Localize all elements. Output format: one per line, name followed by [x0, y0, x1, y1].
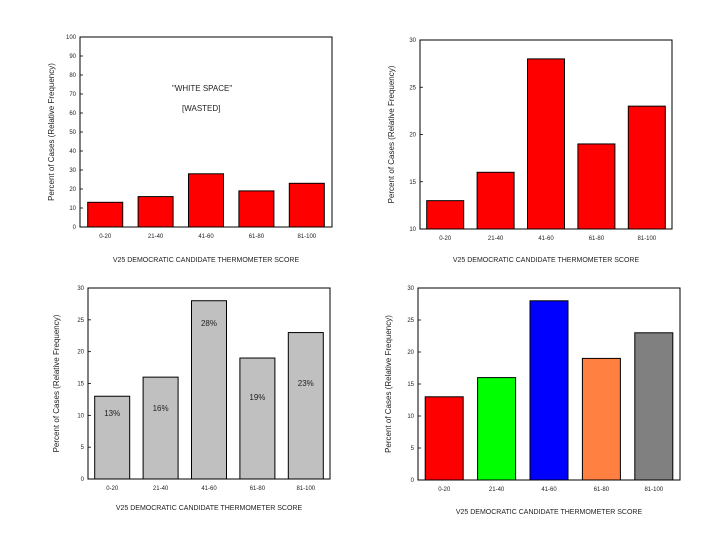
bar-21-40 — [137, 196, 174, 228]
y-tick-label: 100 — [66, 35, 77, 41]
x-tick-label: 0-20 — [439, 236, 452, 242]
y-tick-label: 25 — [407, 318, 414, 324]
bar-0-20 — [94, 395, 131, 480]
y-tick-label: 20 — [409, 133, 416, 139]
bar-21-40 — [477, 377, 517, 481]
bar-81-100 — [287, 332, 324, 480]
y-tick-label: 10 — [69, 206, 76, 212]
x-tick-label: 41-60 — [201, 486, 217, 492]
bar-81-100 — [627, 105, 666, 230]
bar-81-100 — [288, 182, 325, 228]
data-label: 28% — [201, 319, 217, 328]
y-tick-label: 30 — [77, 286, 84, 292]
bar-0-20 — [426, 200, 465, 230]
y-tick-label: 80 — [69, 73, 76, 79]
y-tick-label: 15 — [409, 180, 416, 186]
chart-panel-1: 0 10 20 30 40 50 60 70 80 90 100 0-20 21-40 41-60 61-8… — [47, 35, 333, 264]
data-label: 23% — [298, 379, 314, 388]
y-tick-label: 70 — [69, 92, 76, 98]
y-axis-label: Percent of Cases (Relative Frequency) — [387, 65, 396, 203]
data-label: 19% — [249, 393, 265, 402]
bar-21-40 — [476, 171, 515, 230]
annotation-wasted: [WASTED] — [182, 104, 220, 113]
y-tick-label: 5 — [81, 445, 85, 451]
x-axis-label: V25 DEMOCRATIC CANDIDATE THERMOMETER SCO… — [113, 257, 300, 264]
x-tick-label: 21-40 — [153, 486, 169, 492]
y-tick-label: 50 — [69, 130, 76, 136]
x-tick-label: 41-60 — [538, 236, 554, 242]
bar-61-80 — [577, 143, 616, 230]
x-tick-label: 0-20 — [438, 487, 451, 493]
bar-61-80 — [239, 357, 276, 480]
chart-panel-3: 0 5 10 15 20 25 30 0-20 13% 21-40 16% 41-60 28% 61-80… — [52, 286, 331, 512]
x-tick-label: 0-20 — [99, 234, 112, 240]
y-tick-label: 10 — [409, 227, 416, 233]
y-tick-label: 40 — [69, 149, 76, 155]
x-tick-label: 21-40 — [148, 234, 164, 240]
y-tick-label: 20 — [77, 350, 84, 356]
bar-0-20 — [424, 396, 464, 481]
x-axis-label: V25 DEMOCRATIC CANDIDATE THERMOMETER SCO… — [453, 257, 640, 264]
y-tick-label: 0 — [73, 225, 77, 231]
bar-81-100 — [634, 332, 674, 481]
x-tick-label: 61-80 — [250, 486, 266, 492]
y-axis-label: Percent of Cases (Relative Frequency) — [384, 315, 393, 453]
y-tick-label: 30 — [407, 286, 414, 292]
y-tick-label: 60 — [69, 111, 76, 117]
bar-21-40 — [142, 376, 179, 480]
bar-41-60 — [188, 173, 224, 228]
bar-41-60 — [191, 300, 227, 480]
x-tick-label: 81-100 — [297, 234, 316, 240]
x-tick-label: 21-40 — [488, 236, 504, 242]
chart-panel-4: 0 5 10 15 20 25 30 0-20 21-40 41-60 61-80 81-100 V25… — [384, 286, 681, 516]
bar-41-60 — [529, 300, 569, 481]
x-tick-label: 81-100 — [637, 236, 656, 242]
x-tick-label: 21-40 — [489, 487, 505, 493]
y-axis-label: Percent of Cases (Relative Frequency) — [52, 314, 61, 452]
x-tick-label: 41-60 — [198, 234, 214, 240]
bar-61-80 — [581, 357, 621, 481]
data-label: 16% — [153, 404, 169, 413]
x-tick-label: 61-80 — [249, 234, 265, 240]
annotation-white-space: "WHITE SPACE" — [172, 84, 232, 93]
chart-panel-2: 10 15 20 25 30 0-20 21-40 41-60 61-80 81-100 V25 D… — [387, 38, 673, 264]
y-tick-label: 90 — [69, 54, 76, 60]
y-tick-label: 0 — [81, 477, 85, 483]
x-tick-label: 61-80 — [594, 487, 610, 493]
x-tick-label: 81-100 — [296, 486, 315, 492]
x-tick-label: 41-60 — [541, 487, 557, 493]
y-tick-label: 15 — [407, 382, 414, 388]
y-tick-label: 25 — [77, 318, 84, 324]
y-tick-label: 20 — [69, 187, 76, 193]
bar-41-60 — [527, 58, 565, 230]
y-axis-label: Percent of Cases (Relative Frequency) — [47, 63, 56, 201]
y-tick-label: 20 — [407, 350, 414, 356]
x-tick-label: 81-100 — [644, 487, 663, 493]
y-tick-label: 25 — [409, 85, 416, 91]
bar-0-20 — [87, 201, 124, 228]
x-tick-label: 61-80 — [589, 236, 605, 242]
y-tick-label: 10 — [407, 414, 414, 420]
bar-61-80 — [238, 190, 275, 228]
y-tick-label: 10 — [77, 413, 84, 419]
y-tick-label: 30 — [409, 38, 416, 44]
y-tick-label: 0 — [411, 478, 415, 484]
x-axis-label: V25 DEMOCRATIC CANDIDATE THERMOMETER SCO… — [456, 509, 643, 516]
x-axis-label: V25 DEMOCRATIC CANDIDATE THERMOMETER SCO… — [116, 505, 303, 512]
x-tick-label: 0-20 — [106, 486, 119, 492]
y-tick-label: 5 — [411, 446, 415, 452]
y-tick-label: 30 — [69, 168, 76, 174]
data-label: 13% — [104, 409, 120, 418]
y-tick-label: 15 — [77, 382, 84, 388]
